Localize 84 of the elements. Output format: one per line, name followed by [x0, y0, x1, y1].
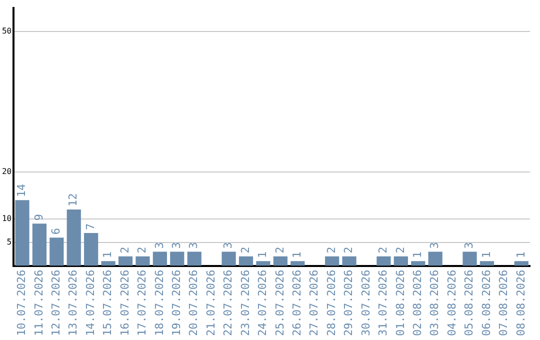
bar: [187, 252, 202, 266]
data-label: 3: [462, 242, 476, 249]
bar: [325, 256, 340, 266]
bar: [136, 256, 150, 266]
x-tick-label: 17.07.2026: [136, 270, 149, 336]
bar: [411, 261, 426, 266]
bar: [238, 256, 254, 266]
x-tick-label: 22.07.2026: [222, 270, 235, 336]
bar: [66, 210, 81, 266]
y-tick-label: 5: [6, 237, 12, 246]
bar: [50, 238, 64, 266]
data-label: 12: [66, 193, 80, 207]
x-tick-label: 25.07.2026: [273, 270, 286, 336]
data-label: 2: [342, 246, 356, 254]
data-label: 7: [84, 223, 97, 230]
x-tick-label: 08.08.2026: [514, 270, 528, 336]
bar: [15, 200, 30, 266]
bar: [394, 256, 408, 266]
x-tick-label: 13.07.2026: [66, 270, 80, 336]
data-label: 2: [394, 246, 407, 254]
data-label: 2: [376, 246, 390, 254]
data-label: 14: [15, 184, 28, 198]
data-label: 1: [101, 251, 114, 258]
data-label: 2: [238, 246, 252, 254]
x-tick-label: 21.07.2026: [204, 270, 218, 336]
bar: [256, 261, 270, 266]
data-label: 2: [136, 246, 149, 254]
data-label: 6: [50, 228, 63, 235]
data-label: 2: [324, 246, 338, 254]
bar: [170, 252, 184, 266]
x-tick-label: 15.07.2026: [101, 270, 114, 336]
x-tick-label: 10.07.2026: [15, 270, 28, 336]
data-label: 2: [273, 246, 286, 254]
bar: [118, 256, 133, 266]
x-tick-label: 01.08.2026: [394, 270, 407, 336]
x-tick-label: 28.07.2026: [324, 270, 338, 336]
x-tick-label: 11.07.2026: [32, 270, 46, 336]
x-tick-label: 16.07.2026: [118, 270, 132, 336]
x-tick-label: 03.08.2026: [428, 270, 442, 336]
bar: [342, 256, 356, 266]
x-tick-label: 07.08.2026: [497, 270, 510, 336]
x-tick-label: 12.07.2026: [50, 270, 63, 336]
bar: [84, 232, 98, 266]
y-tick-label: 20: [2, 167, 12, 176]
x-tick-label: 02.08.2026: [410, 270, 424, 336]
data-label: 3: [170, 242, 184, 249]
bar: [101, 261, 116, 266]
bar: [514, 261, 528, 266]
data-label: 3: [152, 242, 166, 249]
bar: [222, 252, 236, 266]
y-tick-label: 10: [2, 214, 12, 223]
data-label: 1: [290, 251, 304, 258]
data-label: 1: [256, 251, 270, 258]
x-tick-label: 18.07.2026: [152, 270, 166, 336]
data-label: 3: [187, 242, 200, 249]
x-tick-label: 24.07.2026: [256, 270, 270, 336]
y-tick-label: 50: [2, 26, 12, 36]
bar: [273, 256, 288, 266]
bar: [32, 224, 47, 266]
x-tick-label: 23.07.2026: [238, 270, 252, 336]
data-label: 1: [410, 251, 424, 258]
x-tick-label: 06.08.2026: [480, 270, 493, 336]
bar: [462, 252, 477, 266]
data-label: 3: [428, 242, 442, 249]
data-label: 2: [118, 246, 132, 254]
data-label: 1: [514, 251, 528, 258]
x-tick-label: 05.08.2026: [462, 270, 476, 336]
x-tick-label: 29.07.2026: [342, 270, 356, 336]
x-tick-label: 30.07.2026: [359, 270, 372, 336]
bar: [376, 256, 391, 266]
x-tick-label: 20.07.2026: [187, 270, 200, 336]
bar: [428, 252, 442, 266]
bar: [152, 252, 167, 266]
data-label: 9: [32, 214, 46, 221]
x-tick-label: 04.08.2026: [445, 270, 458, 336]
x-tick-label: 19.07.2026: [170, 270, 184, 336]
bar: [290, 261, 305, 266]
x-tick-label: 31.07.2026: [376, 270, 390, 336]
bar: [480, 261, 494, 266]
x-tick-label: 27.07.2026: [308, 270, 321, 336]
data-label: 1: [480, 251, 493, 258]
x-tick-label: 26.07.2026: [290, 270, 304, 336]
data-label: 3: [222, 242, 235, 249]
x-tick-label: 14.07.2026: [84, 270, 97, 336]
